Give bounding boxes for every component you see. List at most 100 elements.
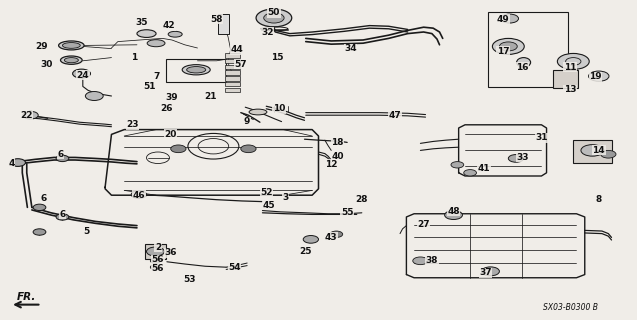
- Text: 33: 33: [516, 153, 529, 162]
- Circle shape: [73, 69, 90, 78]
- Bar: [225, 53, 240, 58]
- Circle shape: [501, 14, 519, 23]
- Ellipse shape: [137, 30, 156, 37]
- Text: 25: 25: [299, 247, 312, 256]
- Bar: [488, 12, 568, 87]
- Text: FR.: FR.: [17, 292, 36, 302]
- Circle shape: [413, 257, 428, 265]
- Text: 7: 7: [153, 72, 159, 81]
- Text: 2: 2: [155, 243, 161, 252]
- Text: 26: 26: [161, 104, 173, 113]
- Circle shape: [508, 155, 524, 162]
- Circle shape: [482, 267, 499, 276]
- Circle shape: [85, 92, 103, 100]
- Text: 49: 49: [497, 15, 510, 24]
- Text: 6: 6: [57, 150, 64, 159]
- Circle shape: [147, 247, 164, 256]
- Text: 30: 30: [40, 60, 53, 68]
- Bar: [166, 59, 226, 82]
- Bar: [225, 88, 240, 92]
- Bar: [218, 14, 229, 34]
- Text: 14: 14: [592, 146, 605, 155]
- Text: 56: 56: [152, 255, 164, 264]
- Bar: [225, 76, 240, 81]
- Text: 52: 52: [260, 188, 273, 197]
- Text: 11: 11: [564, 63, 576, 72]
- Text: 29: 29: [35, 42, 48, 51]
- Text: 51: 51: [143, 82, 156, 91]
- Text: 8: 8: [596, 195, 602, 204]
- Circle shape: [557, 53, 589, 69]
- Circle shape: [330, 231, 343, 237]
- Text: 10: 10: [273, 104, 285, 113]
- Text: 54: 54: [228, 263, 241, 272]
- Circle shape: [499, 42, 517, 51]
- Text: 3: 3: [282, 193, 289, 202]
- Text: 36: 36: [164, 248, 177, 257]
- Text: 53: 53: [183, 275, 196, 284]
- Circle shape: [264, 13, 284, 23]
- Circle shape: [131, 191, 147, 198]
- Text: 20: 20: [164, 130, 177, 139]
- Text: 38: 38: [426, 256, 438, 265]
- Text: 6: 6: [40, 194, 47, 203]
- Bar: [225, 70, 240, 75]
- Text: 18: 18: [331, 138, 344, 147]
- Text: 57: 57: [234, 60, 247, 68]
- Text: 5: 5: [83, 228, 89, 236]
- Text: 45: 45: [262, 201, 275, 210]
- Text: 15: 15: [271, 53, 283, 62]
- Text: SX03-B0300 B: SX03-B0300 B: [543, 303, 598, 312]
- Text: 28: 28: [355, 195, 368, 204]
- Circle shape: [33, 204, 46, 211]
- Circle shape: [150, 258, 161, 263]
- Circle shape: [445, 211, 462, 220]
- Text: 31: 31: [535, 133, 548, 142]
- Circle shape: [256, 9, 292, 27]
- Text: 58: 58: [210, 15, 223, 24]
- Bar: [553, 70, 578, 88]
- Ellipse shape: [182, 65, 210, 75]
- Bar: [225, 82, 240, 86]
- Text: 1: 1: [131, 53, 137, 62]
- Text: 16: 16: [516, 63, 529, 72]
- Text: 12: 12: [325, 160, 338, 169]
- Text: 21: 21: [204, 92, 217, 100]
- Text: 4: 4: [8, 159, 15, 168]
- Text: 41: 41: [478, 164, 490, 172]
- Circle shape: [171, 145, 186, 153]
- Text: 6: 6: [59, 210, 66, 219]
- Circle shape: [150, 265, 161, 270]
- Ellipse shape: [147, 40, 165, 47]
- Text: 35: 35: [135, 18, 148, 27]
- Ellipse shape: [517, 58, 531, 67]
- Text: 37: 37: [479, 268, 492, 277]
- Circle shape: [492, 38, 524, 54]
- Text: 44: 44: [231, 45, 243, 54]
- Text: 24: 24: [76, 71, 89, 80]
- Text: 19: 19: [589, 72, 602, 81]
- Ellipse shape: [168, 31, 182, 37]
- Text: 27: 27: [417, 220, 430, 229]
- Circle shape: [581, 145, 604, 156]
- Circle shape: [23, 111, 38, 119]
- Text: 50: 50: [268, 8, 280, 17]
- Text: 48: 48: [447, 207, 460, 216]
- Text: 55: 55: [341, 208, 354, 217]
- Circle shape: [241, 145, 256, 153]
- Text: 23: 23: [126, 120, 139, 129]
- Ellipse shape: [62, 43, 80, 48]
- Circle shape: [589, 71, 609, 81]
- Bar: [225, 65, 240, 69]
- Text: 40: 40: [331, 152, 344, 161]
- Ellipse shape: [249, 109, 267, 115]
- Circle shape: [10, 159, 25, 166]
- Text: 34: 34: [344, 44, 357, 53]
- Circle shape: [601, 150, 616, 158]
- Bar: [145, 244, 166, 259]
- Bar: [225, 59, 240, 63]
- Circle shape: [56, 214, 69, 220]
- Text: 39: 39: [166, 93, 178, 102]
- Text: 17: 17: [497, 47, 510, 56]
- Circle shape: [451, 162, 464, 168]
